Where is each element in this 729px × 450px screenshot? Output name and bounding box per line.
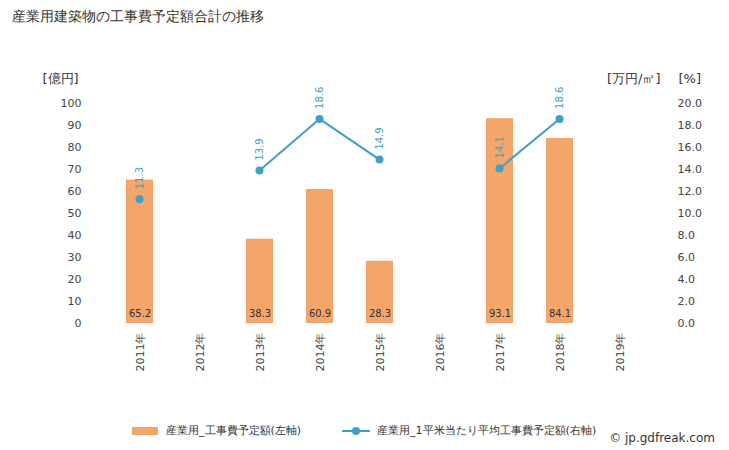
- svg-text:2013年: 2013年: [254, 333, 267, 372]
- svg-text:18.6: 18.6: [314, 87, 325, 109]
- svg-text:8.0: 8.0: [678, 229, 696, 242]
- svg-text:20: 20: [68, 273, 82, 286]
- svg-text:2012年: 2012年: [194, 333, 207, 372]
- html-text:産業用_工事費予定額(左軸): 産業用_工事費予定額(左軸): [166, 424, 302, 437]
- svg-text:38.3: 38.3: [249, 308, 271, 319]
- svg-text:60.9: 60.9: [309, 308, 331, 319]
- svg-text:14.0: 14.0: [678, 163, 703, 176]
- svg-text:80: 80: [68, 141, 82, 154]
- html-text:© jp.gdfreak.com: © jp.gdfreak.com: [609, 431, 715, 445]
- svg-text:6.0: 6.0: [678, 251, 696, 264]
- svg-text:14.9: 14.9: [374, 127, 385, 149]
- svg-text:2019年: 2019年: [614, 333, 627, 372]
- svg-text:18.6: 18.6: [554, 87, 565, 109]
- svg-text:70: 70: [68, 163, 82, 176]
- svg-text:50: 50: [68, 207, 82, 220]
- svg-text:2011年: 2011年: [134, 333, 147, 372]
- html-text:産業用_1平米当たり平均工事費予定額(右軸): 産業用_1平米当たり平均工事費予定額(右軸): [377, 424, 597, 437]
- svg-text:2016年: 2016年: [434, 333, 447, 372]
- svg-text:10: 10: [68, 295, 82, 308]
- svg-text:84.1: 84.1: [549, 308, 571, 319]
- svg-text:93.1: 93.1: [489, 308, 511, 319]
- svg-text:20.0: 20.0: [678, 97, 703, 110]
- svg-text:12.0: 12.0: [678, 185, 703, 198]
- svg-text:11.3: 11.3: [134, 167, 145, 189]
- svg-text:14.1: 14.1: [494, 136, 505, 158]
- svg-text:100: 100: [61, 97, 82, 110]
- svg-text:40: 40: [68, 229, 82, 242]
- svg-text:16.0: 16.0: [678, 141, 703, 154]
- svg-text:[%]: [%]: [679, 71, 702, 86]
- svg-text:10.0: 10.0: [678, 207, 703, 220]
- svg-text:13.9: 13.9: [254, 138, 265, 160]
- svg-text:2.0: 2.0: [678, 295, 696, 308]
- svg-text:65.2: 65.2: [129, 308, 151, 319]
- svg-text:30: 30: [68, 251, 82, 264]
- svg-text:[億円]: [億円]: [43, 71, 79, 86]
- svg-text:28.3: 28.3: [369, 308, 391, 319]
- svg-text:90: 90: [68, 119, 82, 132]
- svg-text:0.0: 0.0: [678, 317, 696, 330]
- html-text:産業用建築物の工事費予定額合計の推移: 産業用建築物の工事費予定額合計の推移: [12, 8, 264, 24]
- svg-text:2015年: 2015年: [374, 333, 387, 372]
- svg-text:2018年: 2018年: [554, 333, 567, 372]
- svg-text:2014年: 2014年: [314, 333, 327, 372]
- svg-text:[万円/㎡]: [万円/㎡]: [607, 71, 661, 86]
- svg-text:0: 0: [75, 317, 82, 330]
- svg-text:18.0: 18.0: [678, 119, 703, 132]
- svg-text:4.0: 4.0: [678, 273, 696, 286]
- svg-text:2017年: 2017年: [494, 333, 507, 372]
- svg-text:60: 60: [68, 185, 82, 198]
